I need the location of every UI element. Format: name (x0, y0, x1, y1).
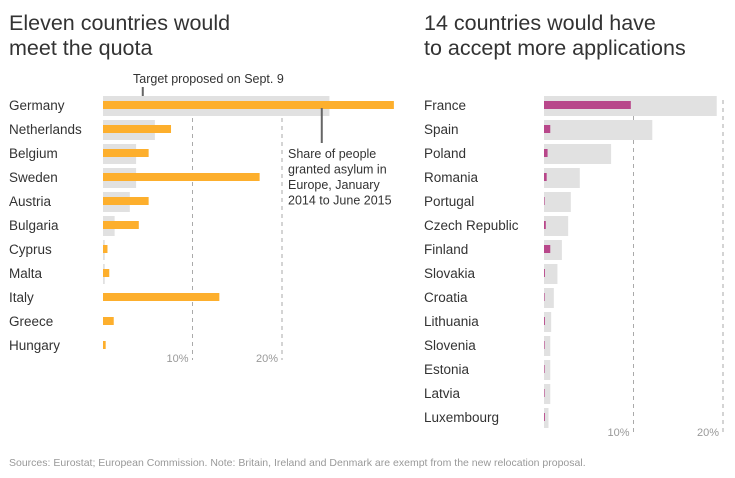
left-chart-title: Eleven countries would meet the quota (9, 11, 309, 61)
left-asylum-bar (103, 125, 172, 133)
left-asylum-bar (103, 221, 139, 229)
left-category-label: Sweden (9, 170, 58, 185)
right-asylum-bar (544, 317, 545, 325)
left-category-label: Cyprus (9, 242, 52, 257)
left-tick-label: 20% (256, 353, 278, 365)
right-category-label: Romania (424, 170, 479, 185)
right-target-bar (544, 192, 571, 212)
right-target-bar (544, 264, 558, 284)
right-target-bar (544, 288, 554, 308)
left-category-label: Austria (9, 194, 52, 209)
right-title-line1: 14 countries would have (424, 11, 656, 35)
left-category-label: Bulgaria (9, 218, 59, 233)
asylum-annotation-line: Share of people (288, 147, 376, 161)
right-asylum-bar (544, 173, 547, 181)
right-asylum-bar (544, 101, 631, 109)
right-tick-label: 10% (607, 427, 629, 439)
left-title-line2: meet the quota (9, 36, 153, 60)
right-category-label: Lithuania (424, 314, 479, 329)
right-category-label: Poland (424, 146, 466, 161)
right-tick-label: 20% (697, 427, 719, 439)
left-category-label: Hungary (9, 338, 60, 353)
right-category-label: Portugal (424, 194, 474, 209)
right-target-bar (544, 384, 551, 404)
right-target-bar (544, 120, 653, 140)
left-asylum-bar (103, 293, 220, 301)
asylum-annotation-line: granted asylum in (288, 163, 387, 177)
left-title-line1: Eleven countries would (9, 11, 231, 35)
right-asylum-bar (544, 389, 545, 397)
right-asylum-bar (544, 245, 551, 253)
right-target-bar (544, 336, 551, 356)
right-target-bar (544, 312, 552, 332)
right-asylum-bar (544, 269, 545, 277)
right-category-label: Finland (424, 242, 468, 257)
left-category-label: Malta (9, 266, 43, 281)
right-target-bar (544, 168, 580, 188)
right-asylum-bar (544, 341, 545, 349)
right-asylum-bar (544, 125, 551, 133)
right-category-label: Luxembourg (424, 410, 499, 425)
right-category-label: Latvia (424, 386, 461, 401)
right-asylum-bar (544, 293, 545, 301)
right-target-bar (544, 360, 551, 380)
left-tick-label: 10% (166, 353, 188, 365)
right-asylum-bar (544, 413, 545, 421)
right-asylum-bar (544, 365, 545, 373)
right-category-label: Slovenia (424, 338, 476, 353)
left-asylum-bar (103, 341, 106, 349)
right-chart-title: 14 countries would have to accept more a… (424, 11, 734, 61)
left-category-label: Netherlands (9, 122, 82, 137)
left-asylum-bar (103, 245, 108, 253)
target-annotation-label: Target proposed on Sept. 9 (133, 72, 284, 86)
right-target-bar (544, 408, 549, 428)
right-category-label: Czech Republic (424, 218, 519, 233)
left-category-label: Italy (9, 290, 34, 305)
left-category-label: Belgium (9, 146, 58, 161)
asylum-annotation-line: Europe, January (288, 178, 380, 192)
right-target-bar (544, 216, 569, 236)
right-asylum-bar (544, 197, 545, 205)
right-category-label: France (424, 98, 466, 113)
left-asylum-bar (103, 317, 114, 325)
left-asylum-bar (103, 101, 394, 109)
left-asylum-bar (103, 173, 260, 181)
right-asylum-bar (544, 149, 548, 157)
left-asylum-bar (103, 269, 110, 277)
right-category-label: Slovakia (424, 266, 476, 281)
right-asylum-bar (544, 221, 546, 229)
right-category-label: Estonia (424, 362, 470, 377)
left-asylum-bar (103, 149, 149, 157)
right-title-line2: to accept more applications (424, 36, 686, 60)
left-asylum-bar (103, 197, 149, 205)
left-category-label: Greece (9, 314, 53, 329)
right-category-label: Croatia (424, 290, 468, 305)
right-category-label: Spain (424, 122, 459, 137)
asylum-annotation-line: 2014 to June 2015 (288, 194, 392, 208)
source-note: Sources: Eurostat; European Commission. … (9, 457, 586, 469)
left-category-label: Germany (9, 98, 65, 113)
right-target-bar (544, 144, 612, 164)
